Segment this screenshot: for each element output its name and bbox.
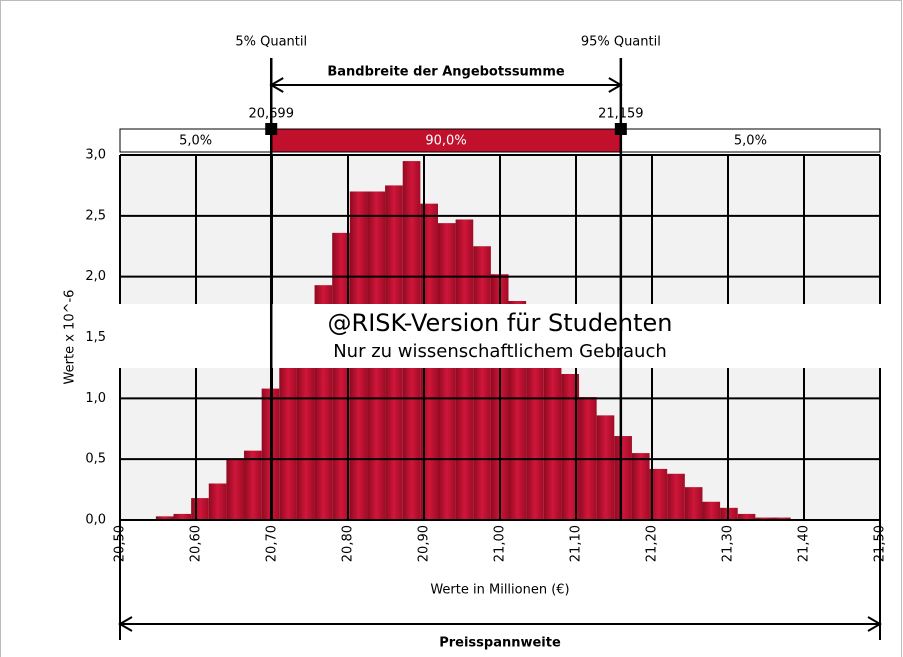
watermark-band bbox=[118, 304, 882, 368]
bar bbox=[155, 516, 174, 520]
quantile-arrow-head bbox=[269, 77, 284, 93]
bar bbox=[772, 517, 791, 520]
bar bbox=[737, 513, 756, 520]
quantile-marker bbox=[614, 123, 627, 135]
bar bbox=[702, 501, 721, 520]
band-label: 5,0% bbox=[734, 134, 767, 149]
range-arrow-head bbox=[118, 616, 133, 632]
bar bbox=[596, 415, 615, 520]
x-tick-label: 21,40 bbox=[797, 525, 812, 562]
quantile-value: 21,159 bbox=[598, 107, 644, 122]
bar bbox=[279, 355, 297, 520]
bar bbox=[296, 325, 315, 520]
bar bbox=[208, 483, 227, 520]
band-label: 5,0% bbox=[179, 134, 212, 149]
quantile-marker bbox=[265, 123, 278, 135]
x-axis-label: Werte in Millionen (€) bbox=[430, 583, 569, 598]
bar bbox=[244, 450, 262, 520]
x-tick-label: 20,60 bbox=[189, 525, 204, 562]
y-tick-label: 3,0 bbox=[85, 148, 106, 163]
y-tick-label: 2,0 bbox=[85, 269, 106, 284]
chart-title: Bandbreite der Angebotssumme bbox=[327, 65, 565, 80]
range-label: Preisspannweite bbox=[439, 636, 561, 651]
bar bbox=[543, 349, 562, 520]
y-tick-label: 2,5 bbox=[85, 208, 106, 223]
bar bbox=[667, 473, 685, 520]
x-tick-label: 20,80 bbox=[341, 525, 356, 562]
x-tick-label: 21,20 bbox=[645, 525, 660, 562]
x-tick-label: 20,70 bbox=[265, 525, 280, 562]
bar bbox=[173, 513, 192, 520]
quantile-value: 20,699 bbox=[248, 107, 294, 122]
watermark-subtitle: Nur zu wissenschaftlichem Gebrauch bbox=[333, 341, 667, 362]
watermark: @RISK-Version für Studenten bbox=[328, 309, 673, 337]
x-tick-label: 21,00 bbox=[493, 525, 508, 562]
y-axis-label: Werte x 10^-6 bbox=[63, 290, 78, 385]
band-label: 90,0% bbox=[425, 134, 466, 149]
quantile-arrow-head bbox=[608, 77, 623, 93]
bar bbox=[437, 223, 456, 520]
bar bbox=[561, 374, 580, 520]
y-tick-label: 0,0 bbox=[85, 513, 106, 528]
bar bbox=[526, 325, 544, 520]
y-tick-label: 1,5 bbox=[85, 330, 106, 345]
x-tick-label: 20,90 bbox=[417, 525, 432, 562]
bar bbox=[614, 436, 632, 520]
y-tick-label: 1,0 bbox=[85, 391, 106, 406]
bar bbox=[631, 453, 650, 520]
bar bbox=[455, 219, 474, 520]
bar bbox=[684, 487, 703, 520]
bar bbox=[649, 468, 668, 520]
bar bbox=[226, 459, 245, 520]
bar bbox=[473, 246, 491, 520]
range-arrow-head bbox=[867, 616, 882, 632]
bar bbox=[191, 498, 209, 520]
quantile-name: 95% Quantil bbox=[581, 35, 661, 50]
y-tick-label: 0,5 bbox=[85, 452, 106, 467]
x-tick-label: 21,10 bbox=[569, 525, 584, 562]
quantile-name: 5% Quantil bbox=[235, 35, 307, 50]
x-tick-label: 21,30 bbox=[721, 525, 736, 562]
bar bbox=[755, 517, 773, 520]
